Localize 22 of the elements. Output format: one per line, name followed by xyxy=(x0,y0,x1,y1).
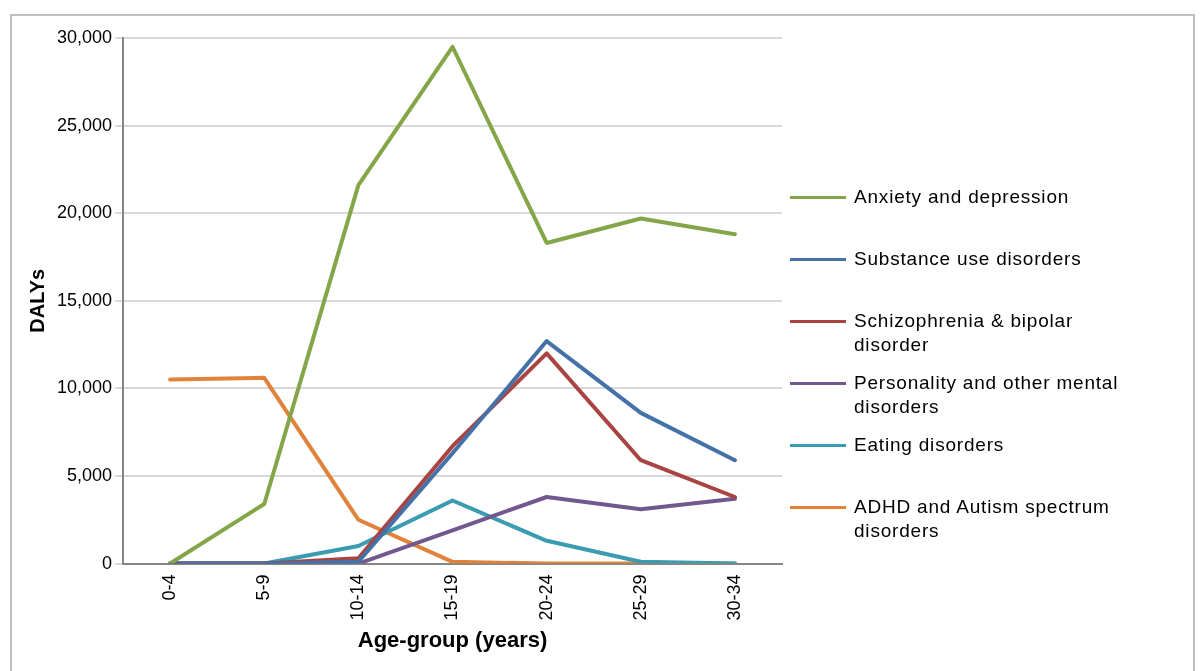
legend-label: Personality and other mental disorders xyxy=(854,371,1120,419)
x-tick-label: 25-29 xyxy=(629,574,650,621)
x-tick-label: 5-9 xyxy=(253,574,274,601)
x-axis-title: Age-group (years) xyxy=(357,626,548,652)
legend-label: Substance use disorders xyxy=(854,247,1083,271)
y-tick-label: 10,000 xyxy=(56,377,113,398)
x-tick-label: 15-19 xyxy=(441,574,462,621)
legend-label: ADHD and Autism spectrum disorders xyxy=(854,495,1111,543)
x-tick-label: 10-14 xyxy=(347,574,368,621)
y-axis-title: DALYs xyxy=(25,268,48,333)
y-tick-label: 5,000 xyxy=(67,464,113,485)
legend-label: Anxiety and depression xyxy=(854,185,1071,209)
x-tick-label: 0-4 xyxy=(159,574,180,601)
y-tick-label: 15,000 xyxy=(56,289,113,310)
y-tick-label: 20,000 xyxy=(56,202,113,223)
y-tick-label: 0 xyxy=(102,552,113,573)
y-tick-label: 25,000 xyxy=(56,114,113,135)
legend-label: Schizophrenia & bipolar disorder xyxy=(854,309,1075,357)
legend-label: Eating disorders xyxy=(854,433,1006,457)
x-tick-label: 30-34 xyxy=(723,574,744,621)
y-tick-label: 30,000 xyxy=(56,26,113,47)
x-tick-label: 20-24 xyxy=(535,574,556,621)
